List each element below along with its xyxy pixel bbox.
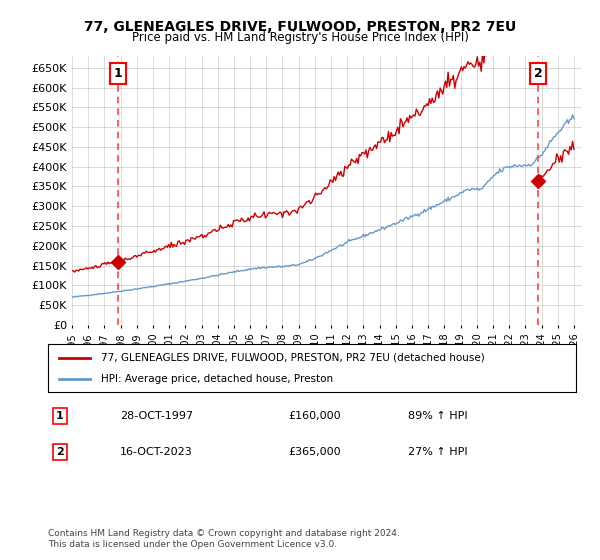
Text: 77, GLENEAGLES DRIVE, FULWOOD, PRESTON, PR2 7EU: 77, GLENEAGLES DRIVE, FULWOOD, PRESTON, … xyxy=(84,20,516,34)
Text: 27% ↑ HPI: 27% ↑ HPI xyxy=(408,447,467,457)
Text: 1: 1 xyxy=(113,67,122,80)
Text: £160,000: £160,000 xyxy=(288,411,341,421)
Text: 16-OCT-2023: 16-OCT-2023 xyxy=(120,447,193,457)
Text: 89% ↑ HPI: 89% ↑ HPI xyxy=(408,411,467,421)
Text: 2: 2 xyxy=(56,447,64,457)
Text: 28-OCT-1997: 28-OCT-1997 xyxy=(120,411,193,421)
Text: Price paid vs. HM Land Registry's House Price Index (HPI): Price paid vs. HM Land Registry's House … xyxy=(131,31,469,44)
Text: Contains HM Land Registry data © Crown copyright and database right 2024.
This d: Contains HM Land Registry data © Crown c… xyxy=(48,529,400,549)
Text: £365,000: £365,000 xyxy=(288,447,341,457)
Text: 2: 2 xyxy=(534,67,542,80)
Text: 1: 1 xyxy=(56,411,64,421)
Text: HPI: Average price, detached house, Preston: HPI: Average price, detached house, Pres… xyxy=(101,374,333,384)
Text: 77, GLENEAGLES DRIVE, FULWOOD, PRESTON, PR2 7EU (detached house): 77, GLENEAGLES DRIVE, FULWOOD, PRESTON, … xyxy=(101,353,485,363)
